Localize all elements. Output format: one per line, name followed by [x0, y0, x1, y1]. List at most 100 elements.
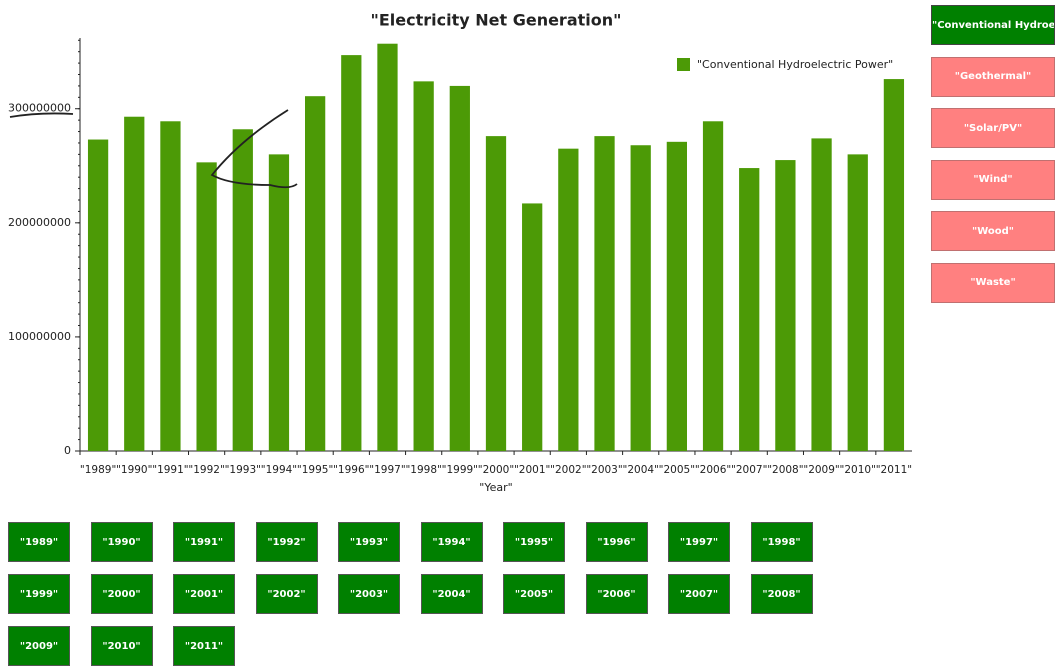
- x-tick-label: "2003": [586, 464, 622, 476]
- series-button-label: "Solar/PV": [963, 122, 1023, 134]
- year-button[interactable]: "2007": [668, 574, 730, 614]
- bar: [775, 160, 796, 451]
- year-button-label: "2004": [432, 588, 471, 600]
- year-button-label: "2011": [184, 640, 224, 652]
- x-tick-label: "1995": [297, 464, 333, 476]
- chart-title: "Electricity Net Generation": [371, 11, 622, 30]
- year-button[interactable]: "1993": [338, 522, 400, 562]
- year-button-label: "2002": [267, 588, 306, 600]
- year-button[interactable]: "1998": [750, 522, 813, 562]
- x-tick-label: "2006": [695, 464, 731, 476]
- bar: [702, 121, 724, 451]
- year-button-label: "1997": [679, 536, 719, 548]
- x-tick-label: "2011": [876, 464, 912, 476]
- year-button-label: "1990": [102, 536, 141, 548]
- series-button-label: "Waste": [970, 277, 1016, 288]
- year-button[interactable]: "1996": [585, 522, 648, 562]
- x-tick-label: "1996": [333, 464, 369, 476]
- year-button[interactable]: "2004": [420, 574, 483, 614]
- bar: [883, 79, 905, 451]
- x-axis-label: "Year": [479, 481, 512, 494]
- bar: [666, 141, 687, 451]
- year-button[interactable]: "1991": [173, 522, 235, 562]
- year-button[interactable]: "2006": [585, 574, 648, 614]
- year-button-label: "2008": [762, 588, 801, 600]
- year-button[interactable]: "2005": [503, 574, 565, 614]
- bar: [739, 168, 760, 451]
- year-button[interactable]: "2001": [173, 574, 235, 614]
- ink-stroke: [210, 109, 298, 189]
- x-tick-label: "1997": [369, 464, 405, 476]
- bar: [341, 55, 362, 452]
- bar: [811, 138, 832, 451]
- x-tick-label: "1991": [152, 464, 188, 476]
- series-button-label: "Geothermal": [954, 71, 1032, 82]
- bar: [377, 43, 398, 452]
- year-button-label: "1989": [19, 536, 59, 548]
- y-tick-label: 100000000: [8, 330, 71, 343]
- bar: [485, 136, 507, 451]
- year-button-label: "1993": [349, 536, 389, 548]
- y-tick-label: 200000000: [8, 216, 71, 229]
- series-button[interactable]: "Geothermal": [931, 56, 1055, 97]
- bar: [413, 81, 434, 452]
- year-button-label: "2010": [102, 640, 141, 652]
- year-button[interactable]: "1992": [255, 522, 318, 562]
- series-button[interactable]: "Solar/PV": [931, 108, 1055, 148]
- year-button[interactable]: "2000": [90, 574, 153, 614]
- year-button[interactable]: "1995": [503, 522, 565, 562]
- series-button[interactable]: "Wood": [931, 211, 1055, 251]
- series-button-label: "Wood": [972, 225, 1014, 237]
- x-tick-label: "1994": [261, 464, 297, 476]
- y-tick-label: 0: [64, 444, 71, 457]
- bar: [630, 145, 651, 451]
- x-tick-label: "1989": [80, 464, 116, 476]
- year-button-label: "2007": [679, 588, 719, 600]
- year-button-label: "2003": [349, 588, 389, 600]
- year-button-label: "1995": [514, 536, 554, 548]
- bar: [594, 136, 615, 451]
- year-button[interactable]: "1990": [90, 522, 153, 562]
- bar: [124, 116, 145, 451]
- x-tick-label: "1993": [225, 464, 261, 476]
- x-tick-label: "2008": [767, 464, 803, 476]
- legend-swatch: [677, 58, 690, 71]
- bar: [196, 162, 217, 451]
- year-button-label: "2000": [102, 588, 141, 600]
- year-button[interactable]: "1999": [8, 574, 70, 614]
- x-tick-label: "2010": [840, 464, 876, 476]
- x-tick-label: "1999": [442, 464, 478, 476]
- year-button[interactable]: "2009": [8, 626, 70, 666]
- series-button[interactable]: "Conventional Hydroelectric Power": [931, 5, 1055, 45]
- series-button-label: "Wind": [973, 174, 1013, 185]
- x-tick-label: "2009": [803, 464, 839, 476]
- year-button[interactable]: "1989": [8, 522, 70, 562]
- year-button[interactable]: "2002": [255, 574, 318, 614]
- year-button-label: "2006": [597, 588, 636, 600]
- bar: [847, 154, 868, 451]
- series-button[interactable]: "Waste": [931, 262, 1055, 303]
- year-button-label: "1998": [762, 536, 801, 548]
- chart: "Electricity Net Generation" "Year" 0 100…: [8, 11, 912, 495]
- y-tick-label: 300000000: [8, 102, 71, 115]
- series-button[interactable]: "Wind": [931, 159, 1055, 200]
- x-tick-label: "2005": [659, 464, 695, 476]
- year-button[interactable]: "1997": [668, 522, 730, 562]
- series-button-label: "Conventional Hydroelectric Power": [932, 19, 1055, 31]
- year-button[interactable]: "2008": [750, 574, 813, 614]
- year-button[interactable]: "2011": [173, 626, 235, 666]
- year-button[interactable]: "2003": [338, 574, 400, 614]
- bar: [232, 129, 253, 451]
- x-tick-label: "1990": [116, 464, 152, 476]
- year-button-label: "1996": [597, 536, 636, 548]
- bar: [449, 85, 470, 452]
- bar: [268, 154, 290, 451]
- x-tick-label: "2001": [514, 464, 550, 476]
- year-button[interactable]: "2010": [90, 626, 153, 666]
- year-button[interactable]: "1994": [420, 522, 483, 562]
- x-tick-label: "2007": [731, 464, 767, 476]
- year-button-label: "1994": [432, 536, 471, 548]
- year-button-label: "2009": [19, 640, 59, 652]
- x-tick-label: "1998": [405, 464, 441, 476]
